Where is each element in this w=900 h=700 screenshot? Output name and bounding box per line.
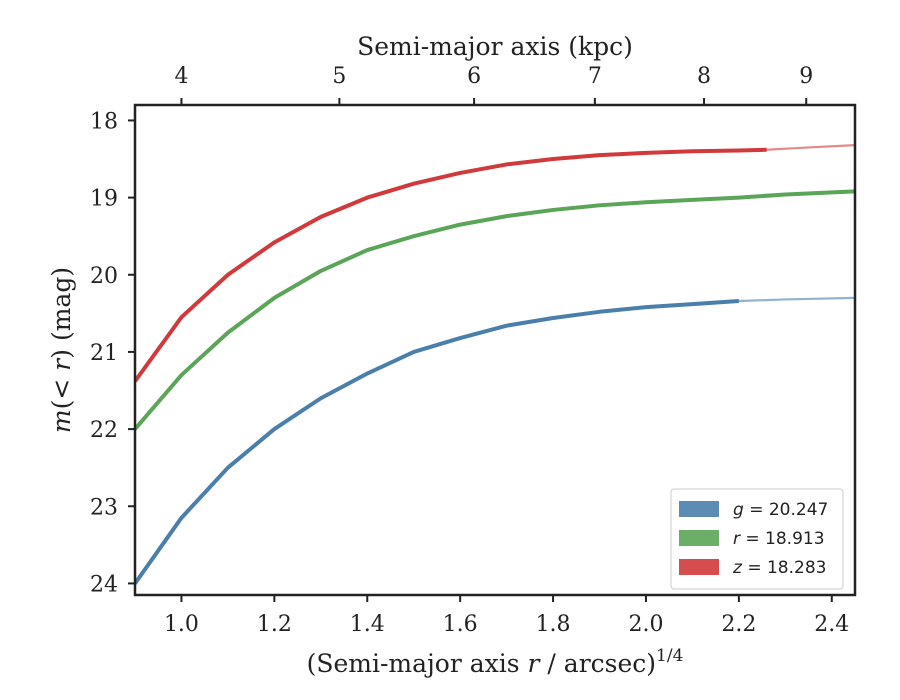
top-axis-title: Semi-major axis (kpc) (357, 32, 633, 61)
y-tick-label: 24 (90, 572, 118, 597)
x-axis-title: (Semi-major axis r / arcsec)1/4 (307, 646, 684, 678)
series-r-line (135, 189, 855, 431)
y-axis-title-open: ( (47, 400, 76, 410)
legend-label-var: z (732, 558, 743, 578)
x-tick-label: 1.0 (164, 612, 199, 637)
legend-label-value: = 20.247 (744, 500, 829, 520)
series-z-line (135, 147, 767, 383)
top-tick-label: 8 (697, 64, 711, 89)
y-tick-label: 20 (90, 264, 118, 289)
legend-label-z: z = 18.283 (732, 558, 826, 578)
series-g-extension (738, 296, 855, 303)
y-tick-label: 23 (90, 495, 118, 520)
x-axis-title-post: / arcsec) (539, 649, 656, 678)
y-axis-title-close: ) (47, 349, 76, 359)
legend-label-var: g (733, 500, 744, 520)
x-tick-label: 1.8 (536, 612, 571, 637)
y-tick-label: 19 (90, 187, 118, 212)
x-tick-label: 1.2 (257, 612, 292, 637)
series-layer (135, 144, 855, 585)
x-tick-label: 1.4 (350, 612, 385, 637)
legend-swatch-r (679, 530, 719, 546)
x-tick-label: 2.4 (814, 612, 849, 637)
y-axis-title-var: m (47, 409, 76, 433)
series-g (135, 296, 855, 585)
y-axis-title-var2: r (47, 357, 76, 371)
top-tick-label: 9 (799, 64, 813, 89)
y-axis-title-rel: < (47, 371, 76, 400)
y-tick-label: 21 (90, 341, 118, 366)
x-tick-label: 1.6 (443, 612, 478, 637)
x-axis-title-var: r (528, 649, 542, 678)
series-r (135, 189, 855, 431)
x-tick-label: 2.2 (721, 612, 756, 637)
top-tick-label: 4 (174, 64, 188, 89)
y-tick-label: 22 (90, 418, 118, 443)
legend-label-value: = 18.913 (740, 529, 825, 549)
top-tick-label: 5 (332, 64, 346, 89)
axes-layer: 1.0 1.2 1.4 1.6 1.8 2.0 2.2 2.4 18 19 20 21 22 23 24 4 5… (90, 64, 849, 637)
series-g-line (135, 299, 740, 585)
legend-swatch-z (679, 559, 719, 575)
top-tick-label: 7 (588, 64, 602, 89)
series-z (135, 144, 855, 383)
top-tick-label: 6 (467, 64, 481, 89)
plot-frame (133, 103, 857, 597)
legend-label-r: r = 18.913 (733, 529, 825, 549)
legend-label-value: = 18.283 (742, 558, 827, 578)
y-tick-label: 18 (90, 109, 118, 134)
x-axis-title-pre: (Semi-major axis (307, 649, 528, 678)
legend-label-g: g = 20.247 (733, 500, 828, 520)
series-z-extension (766, 144, 855, 151)
y-axis-title-unit: (mag) (47, 267, 76, 349)
y-axis-title: m(< r) (mag) (47, 267, 76, 433)
x-tick-label: 2.0 (628, 612, 663, 637)
x-axis-title-exponent: 1/4 (656, 646, 683, 666)
legend-swatch-g (679, 501, 719, 517)
legend-label-var: r (733, 529, 741, 549)
